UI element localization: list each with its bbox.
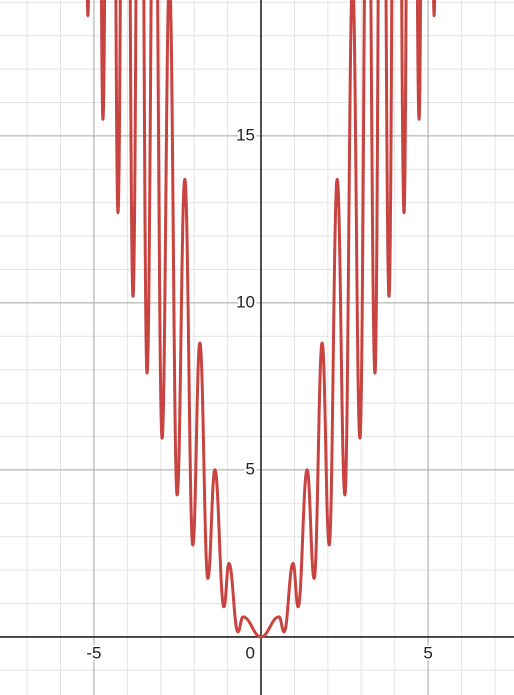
y-tick-label: 5 (246, 459, 255, 478)
x-tick-label: 0 (246, 643, 255, 662)
y-tick-label: 15 (236, 125, 255, 144)
function-curve (85, 0, 437, 639)
curve-layer (85, 0, 437, 639)
x-tick-label: -5 (86, 643, 101, 662)
labels: -5 0 5 5 10 15 (84, 123, 434, 664)
x-tick-label: 5 (423, 643, 432, 662)
y-tick-label: 10 (236, 292, 255, 311)
